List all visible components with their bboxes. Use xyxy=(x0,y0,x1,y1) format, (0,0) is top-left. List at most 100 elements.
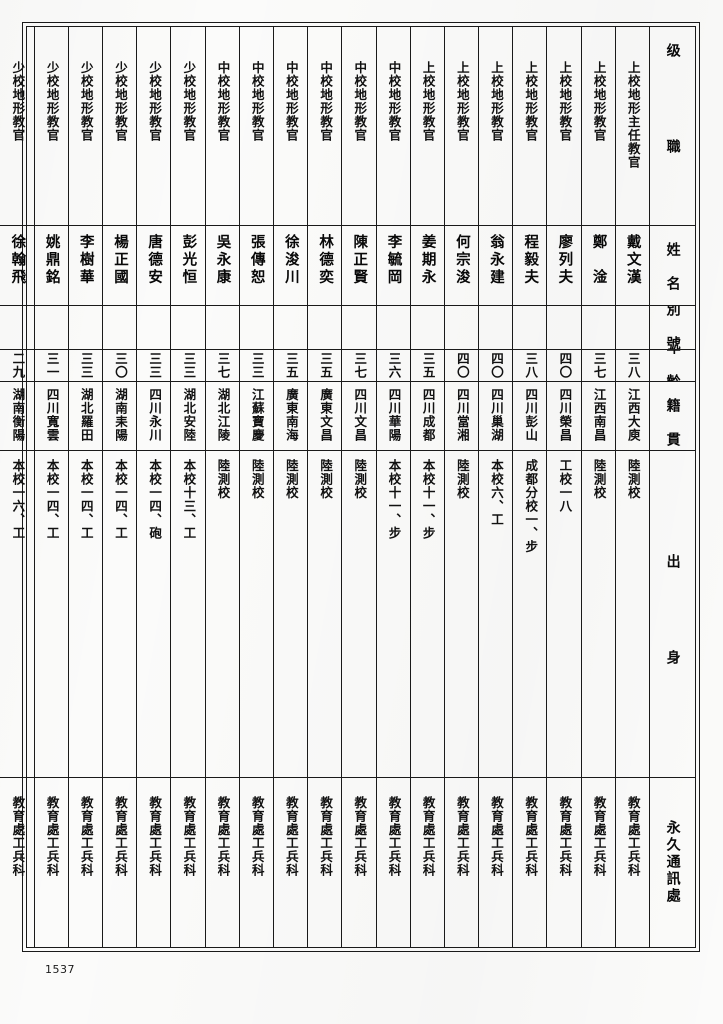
cell-text-name: 姜期永 xyxy=(419,234,436,287)
cell-name: 徐浚川 xyxy=(273,226,308,306)
cell-alias xyxy=(513,306,547,350)
cell-text-address: 教育處工兵科 xyxy=(591,795,607,877)
cell-rank: 中校地形教官 xyxy=(273,27,308,227)
cell-text-name: 翁永建 xyxy=(488,234,505,287)
table-row: 上校地形教官 程毅夫 三八 四川彭山 成都分校一、步 教育處工兵科 xyxy=(512,27,547,947)
cell-text-birth: 陸測校 xyxy=(454,459,470,500)
cell-text-birth: 本校一四、工 xyxy=(112,459,128,541)
cell-origin: 四川永川 xyxy=(137,382,171,452)
cell-birth: 陸測校 xyxy=(581,451,615,778)
cell-rank: 上校地形教官 xyxy=(479,27,513,227)
cell-name: 鄭 淦 xyxy=(581,226,615,306)
cell-rank: 少校地形教官 xyxy=(103,27,137,227)
cell-text-rank: 上校地形主任教官 xyxy=(625,61,641,169)
cell-text-birth: 陸測校 xyxy=(352,459,368,500)
cell-alias xyxy=(342,306,376,350)
cell-text-origin: 江西大庾 xyxy=(625,387,641,442)
cell-text-name: 楊正國 xyxy=(111,234,128,287)
cell-alias xyxy=(581,306,615,350)
cell-alias xyxy=(479,306,513,350)
cell-text-origin: 湖北江陵 xyxy=(215,387,231,442)
cell-text-address: 教育處工兵科 xyxy=(44,795,60,877)
cell-text-rank: 少校地形教官 xyxy=(112,61,128,142)
cell-age: 四〇 xyxy=(479,350,513,382)
cell-text-age: 三五 xyxy=(318,351,334,379)
cell-alias xyxy=(205,306,239,350)
cell-text-origin: 四川當湘 xyxy=(454,387,470,442)
cell-text-origin: 廣東文昌 xyxy=(318,387,334,442)
cell-text-rank: 少校地形教官 xyxy=(44,61,60,142)
table-row: 中校地形教官 陳正賢 三七 四川文昌 陸測校 教育處工兵科 xyxy=(341,27,376,947)
cell-text-age: 三三 xyxy=(147,351,163,379)
cell-text-origin: 四川彭山 xyxy=(523,387,539,442)
cell-text-rank: 上校地形教官 xyxy=(557,61,573,142)
cell-origin: 四川巢湖 xyxy=(479,382,513,452)
cell-address: 教育處工兵科 xyxy=(0,778,33,947)
cell-age: 三七 xyxy=(581,350,615,382)
cell-origin: 四川成都 xyxy=(410,382,444,452)
cell-birth: 工校一八 xyxy=(547,451,581,778)
cell-address: 教育處工兵科 xyxy=(377,778,410,947)
cell-text-origin: 湖北安陸 xyxy=(181,387,197,442)
cell-text-birth: 成都分校一、步 xyxy=(523,459,539,554)
cell-text-age: 四〇 xyxy=(489,351,505,379)
cell-text-address: 教育處工兵科 xyxy=(352,795,368,877)
cell-alias xyxy=(137,306,171,350)
cell-text-origin: 四川華陽 xyxy=(386,387,402,442)
cell-text-age: 三三 xyxy=(78,351,94,379)
cell-age: 三三 xyxy=(239,350,273,382)
header-label-origin: 籍 貫 xyxy=(664,397,681,449)
cell-origin: 四川華陽 xyxy=(376,382,410,452)
cell-text-name: 戴文漢 xyxy=(624,234,641,287)
cell-name: 姚鼎銘 xyxy=(34,226,68,306)
table-row: 上校地形教官鄭 淦三七 江西南昌 陸測校 教育處工兵科 xyxy=(580,27,615,947)
cell-rank: 少校地形教官 xyxy=(0,27,34,227)
cell-address: 教育處工兵科 xyxy=(582,778,615,947)
cell-text-origin: 四川文昌 xyxy=(352,387,368,442)
cell-text-birth: 本校六、工 xyxy=(489,459,505,527)
table-row: 中校地形教官 李毓岡 三六 四川華陽 本校十一、步 教育處工兵科 xyxy=(375,27,410,947)
cell-age: 三八 xyxy=(513,350,547,382)
cell-text-age: 三三 xyxy=(249,351,265,379)
cell-origin: 廣東文昌 xyxy=(308,382,342,452)
cell-origin: 湖北江陵 xyxy=(205,382,239,452)
cell-origin: 廣東南海 xyxy=(273,382,308,452)
cell-text-rank: 上校地形教官 xyxy=(454,61,470,142)
cell-rank: 上校地形教官 xyxy=(513,27,547,227)
cell-birth: 本校一四、工 xyxy=(103,451,137,778)
cell-birth: 陸測校 xyxy=(239,451,273,778)
cell-alias xyxy=(308,306,342,350)
cell-text-origin: 四川巢湖 xyxy=(489,387,505,442)
cell-text-origin: 江蘇寶慶 xyxy=(249,387,265,442)
cell-address: 教育處工兵科 xyxy=(274,778,307,947)
cell-rank: 少校地形教官 xyxy=(68,27,102,227)
cell-birth: 本校一六、工 xyxy=(0,451,34,778)
cell-text-name: 程毅夫 xyxy=(522,234,539,287)
cell-alias xyxy=(103,306,137,350)
cell-birth: 陸測校 xyxy=(273,451,308,778)
cell-birth: 本校十一、步 xyxy=(376,451,410,778)
cell-text-address: 教育處工兵科 xyxy=(181,795,197,877)
cell-text-name: 李樹華 xyxy=(77,234,94,287)
cell-address: 教育處工兵科 xyxy=(479,778,512,947)
cell-origin: 四川彭山 xyxy=(513,382,547,452)
cell-rank: 中校地形教官 xyxy=(342,27,376,227)
cell-alias xyxy=(171,306,205,350)
cell-text-rank: 中校地形教官 xyxy=(352,61,368,142)
header-cell-rank: 级 職 xyxy=(650,27,695,227)
cell-alias xyxy=(376,306,410,350)
cell-rank: 中校地形教官 xyxy=(308,27,342,227)
cell-text-address: 教育處工兵科 xyxy=(489,795,505,877)
table-row: 中校地形教官 林德奕 三五 廣東文昌 陸測校 教育處工兵科 xyxy=(307,27,342,947)
cell-alias xyxy=(0,306,34,350)
cell-text-age: 四〇 xyxy=(454,351,470,379)
cell-text-birth: 陸測校 xyxy=(625,459,641,500)
cell-birth: 陸測校 xyxy=(342,451,376,778)
cell-text-name: 鄭 淦 xyxy=(590,234,607,287)
cell-address: 教育處工兵科 xyxy=(103,778,136,947)
cell-name: 廖列夫 xyxy=(547,226,581,306)
cell-alias xyxy=(547,306,581,350)
cell-text-origin: 湖北羅田 xyxy=(78,387,94,442)
table-row: 上校地形教官 姜期永 三五 四川成都 本校十一、步 教育處工兵科 xyxy=(409,27,444,947)
